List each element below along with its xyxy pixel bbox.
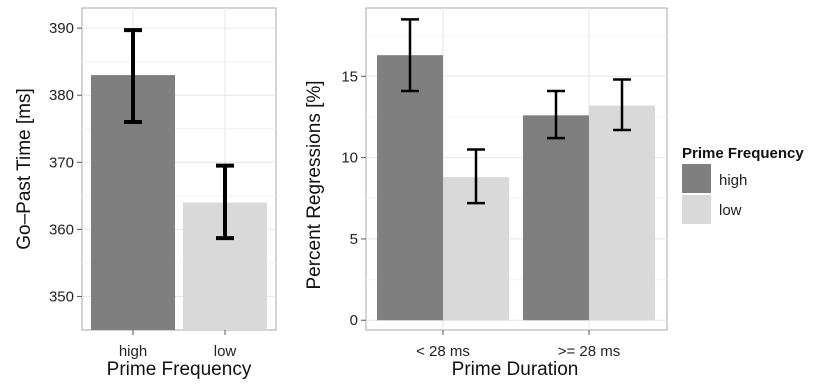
x-tick-label: >= 28 ms [558,343,621,360]
bar [589,105,655,321]
x-axis-right: < 28 ms >= 28 ms [416,330,620,360]
bars-right [377,55,655,321]
x-axis-title-right: Prime Duration [452,359,579,380]
y-tick-label: 370 [49,154,74,171]
y-axis-left: 350 360 370 380 390 [49,20,82,305]
legend-label-low: low [719,202,742,219]
y-axis-title-right: Percent Regressions [%] [304,80,325,289]
error-bars-left [124,28,234,241]
go-past-time-panel: 350 360 370 380 390 high low Go–Past Time [ms… [14,7,277,380]
legend-swatch-low [682,195,711,224]
y-tick-label: 15 [341,68,358,85]
bar [377,55,443,321]
y-tick-label: 350 [49,288,74,305]
x-tick-label: high [119,343,147,360]
bar [523,115,589,321]
y-axis-title-left: Go–Past Time [ms] [14,88,35,250]
legend: Prime Frequency high low [682,145,804,224]
y-tick-label: 380 [49,87,74,104]
y-axis-right: 0 5 10 15 [341,68,366,329]
x-axis-left: high low [119,330,237,360]
x-tick-label: low [214,343,237,360]
x-tick-label: < 28 ms [416,343,470,360]
bars-left [91,75,267,330]
x-axis-title-left: Prime Frequency [107,359,252,380]
y-tick-label: 10 [341,150,358,167]
legend-swatch-high [682,164,711,193]
legend-label-high: high [719,172,747,189]
y-tick-label: 360 [49,221,74,238]
percent-regressions-panel: 0 5 10 15 < 28 ms >= 28 ms Percent Regressio… [304,7,668,380]
y-tick-label: 5 [350,231,358,248]
y-tick-label: 390 [49,20,74,37]
error-bars-right [401,18,631,205]
y-tick-label: 0 [350,312,358,329]
legend-title: Prime Frequency [682,145,804,162]
